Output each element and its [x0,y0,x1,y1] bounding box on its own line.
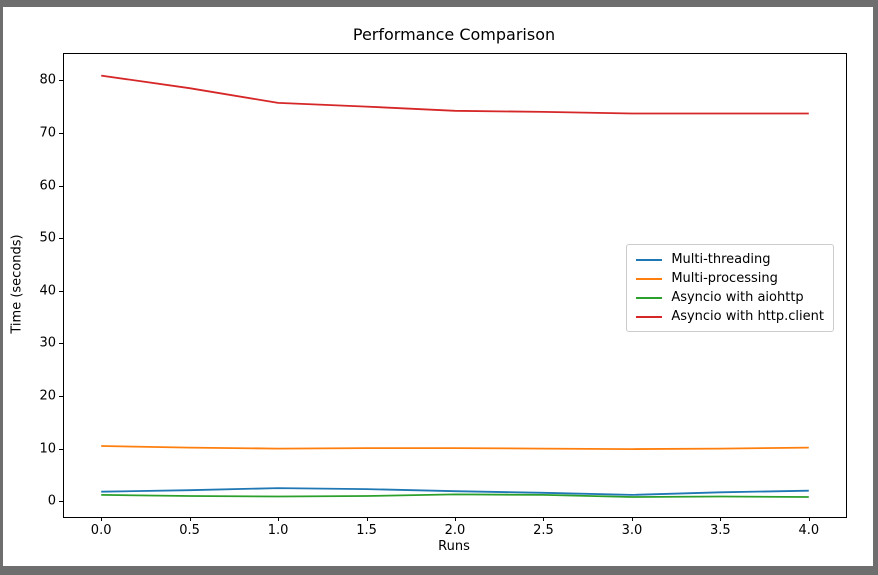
y-tick-mark [59,290,63,292]
x-tick-label: 0.0 [90,523,112,538]
legend-entry-1: Multi-processing [636,269,824,288]
legend-label: Multi-threading [671,252,771,267]
x-tick-mark [808,517,810,521]
x-tick-mark [720,517,722,521]
y-axis-label: Time (seconds) [9,234,25,334]
y-tick-label: 30 [39,335,56,351]
x-axis-label: Runs [438,539,470,554]
x-tick-mark [101,517,103,521]
line-series-svg [101,74,809,498]
series-line-1 [101,445,809,451]
y-tick-mark [59,185,63,187]
chart-title: Performance Comparison [352,25,556,44]
y-tick-mark [59,132,63,134]
x-tick-label: 1.0 [267,523,289,538]
y-tick-mark [59,238,63,240]
x-tick-label: 1.5 [356,523,377,538]
y-tick-label: 60 [39,178,56,194]
y-tick-label: 0 [47,493,56,509]
legend-line-swatch [636,277,663,280]
x-tick-label: 2.5 [533,523,554,538]
x-tick-label: 4.0 [798,523,820,538]
legend-entry-3: Asyncio with http.client [636,307,824,326]
x-tick-mark [366,517,368,521]
legend-line-swatch [636,258,663,261]
x-tick-label: 3.0 [621,523,643,538]
legend-entry-0: Multi-threading [636,250,824,269]
y-tick-mark [59,448,63,450]
y-tick-mark [59,501,63,503]
legend-label: Multi-processing [671,271,778,286]
y-tick-label: 40 [39,283,56,299]
x-tick-label: 0.5 [179,523,200,538]
x-tick-mark [455,517,456,521]
legend-label: Asyncio with http.client [671,309,824,324]
y-tick-label: 50 [39,230,56,246]
y-tick-mark [59,395,63,397]
series-line-3 [101,74,809,115]
legend-label: Asyncio with aiohttp [671,290,804,305]
figure-canvas: Performance Comparison 0.0 0.5 1.0 1.5 2.0 2.… [3,7,873,566]
x-tick-mark [189,517,191,521]
y-tick-label: 70 [39,125,56,141]
y-tick-label: 10 [39,441,56,457]
x-tick-mark [631,517,633,521]
x-tick-mark [543,517,545,521]
legend-line-swatch [636,296,663,299]
x-tick-label: 2.0 [444,523,466,538]
y-tick-mark [59,343,63,345]
x-tick-mark [278,517,280,521]
x-tick-label: 3.5 [710,523,731,538]
series-line-0 [101,487,809,496]
legend-entry-2: Asyncio with aiohttp [636,288,824,307]
legend: Multi-threading Multi-processing Asyncio w… [626,244,834,332]
series-line-2 [101,493,809,498]
y-tick-label: 80 [39,72,56,88]
y-tick-mark [59,80,63,82]
y-tick-label: 20 [39,388,56,404]
legend-line-swatch [636,315,663,318]
